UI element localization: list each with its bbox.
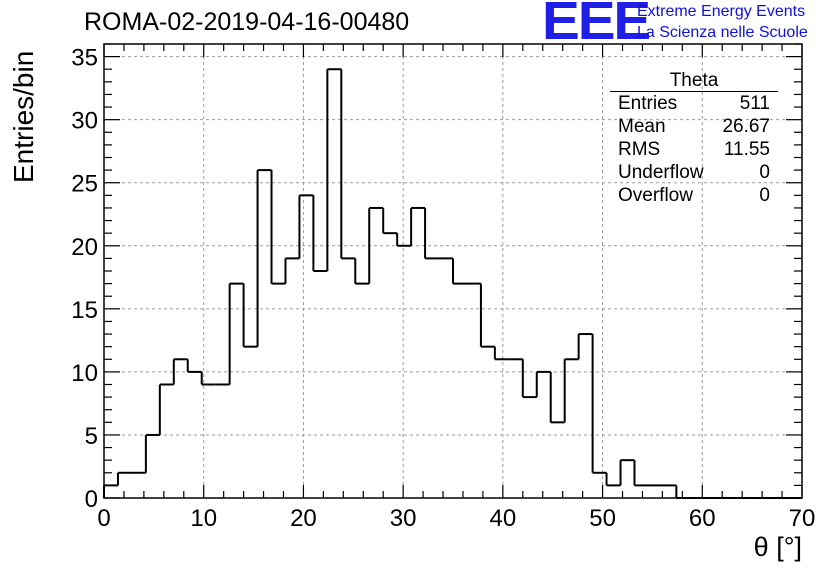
- stats-value: 26.67: [722, 116, 770, 137]
- x-tick-label: 20: [290, 505, 317, 532]
- histogram-bin: [410, 206, 426, 246]
- x-axis-label: θ [°]: [753, 532, 802, 562]
- y-tick-label: 5: [85, 423, 98, 450]
- y-tick-label: 30: [71, 108, 98, 135]
- y-tick-label: 15: [71, 297, 98, 324]
- histogram-bin: [521, 359, 537, 399]
- histogram-bin: [479, 283, 495, 348]
- histogram-bin: [298, 194, 314, 259]
- eee-logo: EEE: [542, 0, 651, 51]
- stats-box: Theta Entries 511 Mean 26.67 RMS 11.55 U…: [610, 70, 778, 207]
- tick-labels: 0 10 20 30 40 50 60 70 0 5 10 15 20 25 30 35: [71, 45, 815, 532]
- histogram-bin: [103, 484, 118, 498]
- x-tick-label: 0: [97, 505, 110, 532]
- logo-line-1: Extreme Energy Events: [637, 3, 806, 20]
- y-tick-label: 0: [85, 486, 98, 513]
- histogram-bin: [452, 258, 467, 285]
- x-tick-label: 70: [789, 505, 816, 532]
- histogram-bin: [549, 371, 565, 424]
- histogram-bin: [116, 471, 132, 486]
- x-tick-label: 40: [490, 505, 517, 532]
- axis-ticks: [103, 43, 803, 499]
- histogram-bin: [493, 346, 509, 361]
- chart-title: ROMA-02-2019-04-16-00480: [84, 8, 410, 36]
- stats-row-entries: Entries 511: [610, 92, 778, 115]
- stats-value: 0: [759, 185, 770, 206]
- histogram-bin: [284, 257, 300, 284]
- logo-line-2: La Scienza nelle Scuole: [637, 24, 808, 41]
- stats-value: 511: [739, 93, 770, 114]
- x-tick-label: 30: [390, 505, 417, 532]
- histogram-bin: [228, 282, 244, 385]
- histogram-bin: [535, 370, 551, 398]
- stats-value: 11.55: [723, 139, 770, 160]
- histogram-bin: [158, 383, 174, 435]
- histogram-bin: [382, 207, 398, 235]
- histogram-bin: [270, 170, 286, 285]
- stats-row-mean: Mean 26.67: [610, 115, 778, 138]
- histogram-bin: [424, 207, 440, 260]
- histogram-bin: [633, 460, 649, 487]
- histogram-bin: [368, 206, 384, 284]
- grid-lines: [104, 44, 802, 498]
- histogram-bin: [200, 371, 216, 386]
- y-tick-label: 35: [71, 45, 98, 72]
- histogram-bin: [312, 195, 328, 272]
- histogram-bin: [354, 258, 370, 285]
- histogram-bin: [326, 68, 342, 271]
- histogram-bin: [591, 334, 607, 474]
- histogram-bin: [340, 69, 356, 260]
- histogram-bin: [256, 169, 272, 347]
- stats-label: Underflow: [618, 162, 704, 183]
- histogram-bin: [619, 459, 635, 486]
- x-tick-label: 60: [689, 505, 716, 532]
- y-tick-label: 25: [71, 171, 98, 198]
- stats-label: Mean: [618, 116, 666, 137]
- histogram-bin: [242, 283, 258, 348]
- histogram-bin: [675, 485, 691, 499]
- y-axis-label: Entries/bin: [8, 50, 39, 183]
- histogram-bin: [563, 358, 579, 423]
- x-tick-label: 10: [190, 505, 217, 532]
- stats-value: 0: [759, 162, 770, 183]
- stats-row-underflow: Underflow 0: [610, 161, 778, 184]
- stats-label: Overflow: [618, 185, 693, 206]
- y-tick-label: 10: [71, 360, 98, 387]
- stats-label: Entries: [618, 93, 678, 114]
- histogram-bin: [396, 233, 412, 247]
- stats-title: Theta: [610, 70, 778, 92]
- histogram-bin: [577, 333, 593, 360]
- histogram-bin: [172, 358, 188, 385]
- y-tick-label: 20: [71, 234, 98, 261]
- stats-row-rms: RMS 11.55: [610, 138, 778, 161]
- stats-label: RMS: [618, 139, 661, 160]
- stats-row-overflow: Overflow 0: [610, 184, 778, 207]
- x-tick-label: 50: [589, 505, 616, 532]
- histogram-bin: [186, 359, 202, 373]
- histogram-bin: [605, 472, 621, 487]
- histogram-bin: [144, 433, 160, 473]
